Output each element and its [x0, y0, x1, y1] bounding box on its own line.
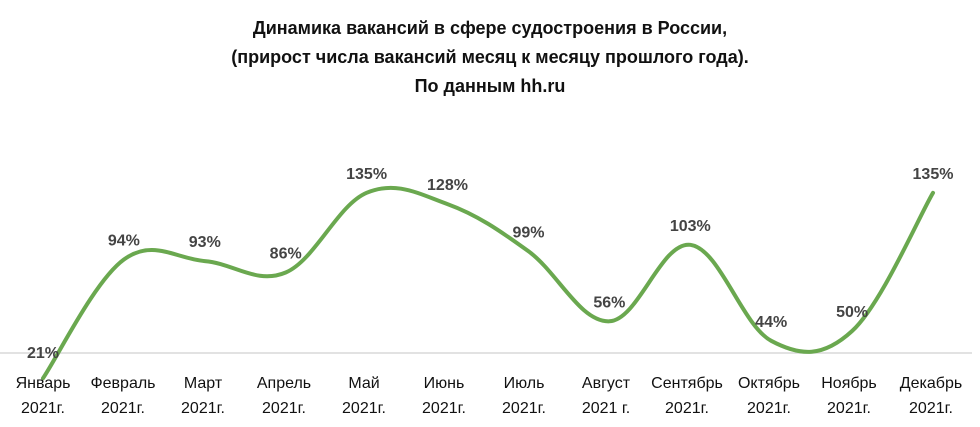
data-label-11: 50%	[836, 304, 868, 321]
x-tick-label-1-year: 2021г.	[21, 400, 65, 417]
data-label-4: 86%	[270, 246, 302, 263]
x-tick-label-6-year: 2021г.	[422, 400, 466, 417]
x-tick-label-10-month: Октябрь	[738, 375, 800, 392]
data-label-1: 21%	[27, 345, 59, 362]
x-tick-label-8-month: Август	[582, 375, 631, 392]
x-tick-label-5-year: 2021г.	[342, 400, 386, 417]
chart-title-line-2: (прирост числа вакансий месяц к месяцу п…	[231, 47, 749, 67]
data-label-9: 103%	[670, 218, 711, 235]
x-tick-label-10-year: 2021г.	[747, 400, 791, 417]
data-label-10: 44%	[755, 314, 787, 331]
x-tick-label-7-year: 2021г.	[502, 400, 546, 417]
x-tick-label-4-year: 2021г.	[262, 400, 306, 417]
x-tick-label-8-year: 2021 г.	[582, 400, 630, 417]
x-tick-label-12-year: 2021г.	[909, 400, 953, 417]
x-tick-label-11-year: 2021г.	[827, 400, 871, 417]
data-label-3: 93%	[189, 234, 221, 251]
data-label-2: 94%	[108, 233, 140, 250]
data-label-12: 135%	[913, 166, 954, 183]
chart-title: Динамика вакансий в сфере судостроения в…	[0, 14, 980, 101]
x-tick-label-2-month: Февраль	[90, 375, 155, 392]
x-tick-label-3-year: 2021г.	[181, 400, 225, 417]
x-tick-label-9-month: Сентябрь	[651, 375, 723, 392]
x-tick-label-11-month: Ноябрь	[821, 375, 877, 392]
x-tick-label-3-month: Март	[184, 375, 223, 392]
x-tick-label-9-year: 2021г.	[665, 400, 709, 417]
x-tick-label-2-year: 2021г.	[101, 400, 145, 417]
x-tick-label-5-month: Май	[348, 375, 379, 392]
x-tick-label-6-month: Июнь	[424, 375, 465, 392]
x-tick-label-12-month: Декабрь	[900, 375, 962, 392]
data-label-6: 128%	[427, 177, 468, 194]
data-label-7: 99%	[512, 224, 544, 241]
chart-title-line-3: По данным hh.ru	[414, 76, 566, 96]
x-tick-label-7-month: Июль	[504, 375, 545, 392]
series-line	[41, 185, 935, 381]
x-tick-label-4-month: Апрель	[257, 375, 311, 392]
x-tick-label-1-month: Январь	[16, 375, 71, 392]
chart-title-line-1: Динамика вакансий в сфере судостроения в…	[252, 18, 728, 38]
data-label-8: 56%	[593, 294, 625, 311]
data-label-5: 135%	[346, 166, 387, 183]
